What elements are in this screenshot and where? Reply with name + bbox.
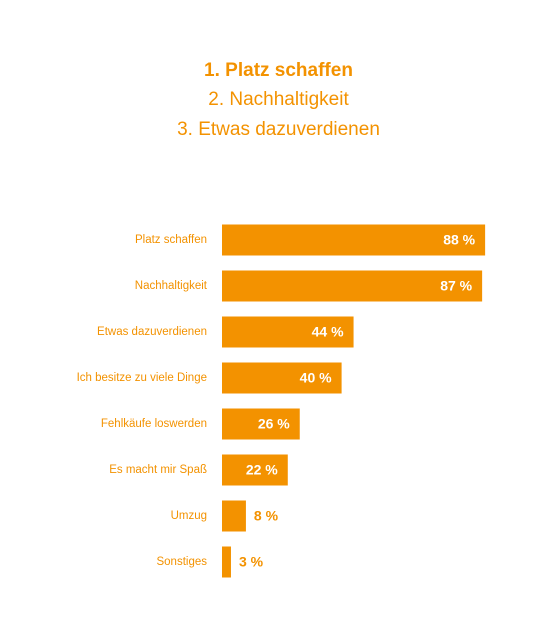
bar	[222, 546, 231, 578]
data-label: 44 %	[312, 324, 344, 340]
headline-1: 1. Platz schaffen	[204, 60, 353, 81]
bar	[222, 224, 486, 256]
bar	[222, 408, 300, 440]
bar	[222, 316, 354, 348]
data-label: 8 %	[254, 508, 279, 524]
data-label: 3 %	[239, 554, 264, 570]
bar	[222, 362, 342, 394]
headline-3: 3. Etwas dazuverdienen	[177, 119, 380, 140]
category-label: Nachhaltigkeit	[135, 280, 208, 292]
category-label: Etwas dazuverdienen	[97, 326, 207, 338]
bar	[222, 454, 288, 486]
category-label: Ich besitze zu viele Dinge	[77, 372, 207, 384]
data-label: 87 %	[440, 278, 472, 294]
bar	[222, 500, 246, 532]
category-label: Fehlkäufe loswerden	[101, 418, 207, 430]
category-label: Sonstiges	[156, 556, 207, 568]
bar	[222, 270, 483, 302]
headline-2: 2. Nachhaltigkeit	[208, 89, 349, 110]
data-label: 40 %	[300, 370, 332, 386]
data-label: 26 %	[258, 416, 290, 432]
category-label: Umzug	[171, 510, 207, 522]
category-label: Platz schaffen	[135, 234, 207, 246]
data-label: 22 %	[246, 462, 278, 478]
data-label: 88 %	[443, 232, 475, 248]
category-label: Es macht mir Spaß	[109, 464, 207, 476]
